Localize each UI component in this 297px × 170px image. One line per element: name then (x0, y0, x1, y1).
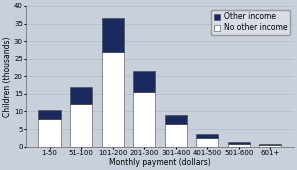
Bar (102, 52, 124, 147)
Bar (196, 134, 218, 138)
Bar (70, 104, 92, 147)
Bar (102, 18, 124, 52)
Bar (165, 124, 187, 147)
Bar (70, 87, 92, 104)
X-axis label: Monthly payment (dollars): Monthly payment (dollars) (109, 158, 211, 167)
Bar (133, 92, 155, 147)
Legend: Other income, No other income: Other income, No other income (211, 10, 290, 35)
Bar (228, 142, 250, 144)
Bar (196, 138, 218, 147)
Y-axis label: Children (thousands): Children (thousands) (4, 36, 12, 117)
Bar (39, 110, 61, 118)
Bar (133, 71, 155, 92)
Bar (259, 144, 281, 147)
Bar (259, 143, 281, 144)
Bar (165, 115, 187, 124)
Bar (39, 118, 61, 147)
Bar (228, 144, 250, 147)
